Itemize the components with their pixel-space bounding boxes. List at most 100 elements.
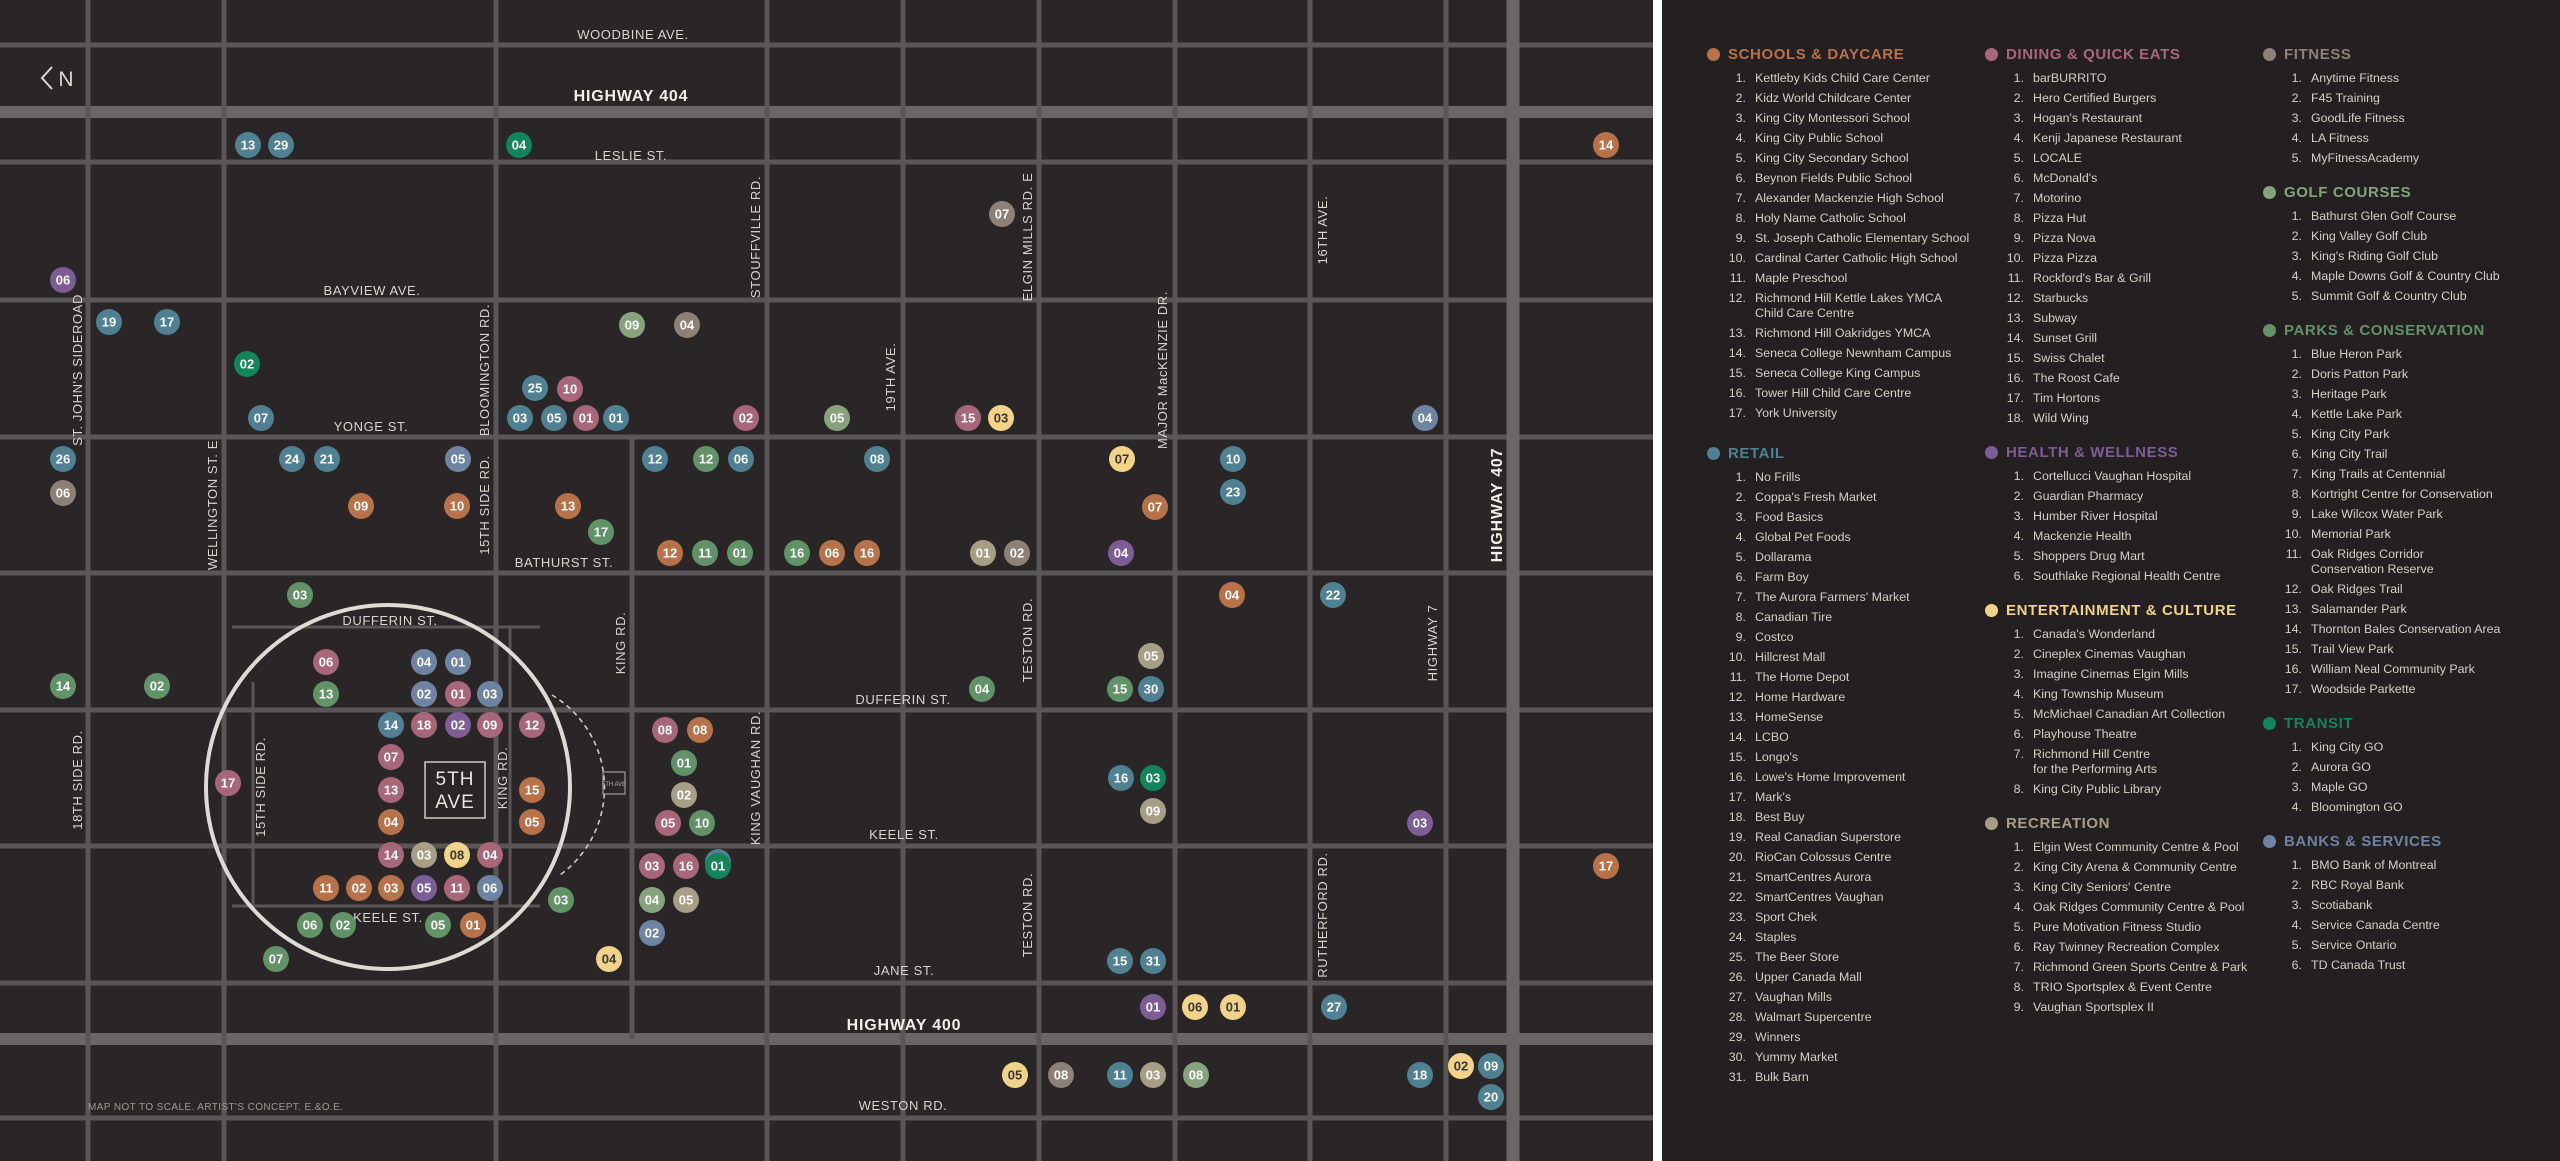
poi-marker-retail[interactable]: 23 <box>1220 479 1246 505</box>
poi-marker-parks[interactable]: 01 <box>671 750 697 776</box>
poi-marker-entertainment[interactable]: 08 <box>444 842 470 868</box>
poi-marker-banks[interactable]: 02 <box>639 920 665 946</box>
poi-marker-health[interactable]: 03 <box>1407 810 1433 836</box>
poi-marker-retail[interactable]: 11 <box>1107 1062 1133 1088</box>
poi-marker-parks[interactable]: 15 <box>1107 676 1133 702</box>
poi-marker-fitness[interactable]: 04 <box>674 312 700 338</box>
poi-marker-fitness[interactable]: 07 <box>989 201 1015 227</box>
poi-marker-banks[interactable]: 05 <box>445 446 471 472</box>
poi-marker-dining[interactable]: 03 <box>639 853 665 879</box>
poi-marker-health[interactable]: 05 <box>411 875 437 901</box>
poi-marker-schools[interactable]: 11 <box>313 875 339 901</box>
poi-marker-schools[interactable]: 04 <box>1219 582 1245 608</box>
poi-marker-dining[interactable]: 06 <box>313 649 339 675</box>
poi-marker-dining[interactable]: 07 <box>378 744 404 770</box>
poi-marker-parks[interactable]: 16 <box>784 540 810 566</box>
poi-marker-retail[interactable]: 21 <box>314 446 340 472</box>
poi-marker-retail[interactable]: 19 <box>96 309 122 335</box>
poi-marker-parks[interactable]: 05 <box>425 912 451 938</box>
poi-marker-banks[interactable]: 04 <box>411 649 437 675</box>
poi-marker-health[interactable]: 02 <box>445 712 471 738</box>
poi-marker-entertainment[interactable]: 06 <box>1182 994 1208 1020</box>
poi-marker-dining[interactable]: 18 <box>411 712 437 738</box>
poi-marker-entertainment[interactable]: 05 <box>1002 1062 1028 1088</box>
poi-marker-recreation[interactable]: 03 <box>1140 1062 1166 1088</box>
poi-marker-banks[interactable]: 03 <box>477 681 503 707</box>
poi-marker-dining[interactable]: 14 <box>378 842 404 868</box>
poi-marker-transit[interactable]: 04 <box>506 132 532 158</box>
poi-marker-dining[interactable]: 10 <box>557 376 583 402</box>
poi-marker-retail[interactable]: 27 <box>1321 994 1347 1020</box>
poi-marker-recreation[interactable]: 05 <box>1138 643 1164 669</box>
poi-marker-retail[interactable]: 08 <box>864 446 890 472</box>
poi-marker-retail[interactable]: 05 <box>541 405 567 431</box>
poi-marker-parks[interactable]: 10 <box>689 810 715 836</box>
poi-marker-entertainment[interactable]: 07 <box>1109 446 1135 472</box>
poi-marker-dining[interactable]: 13 <box>378 777 404 803</box>
poi-marker-entertainment[interactable]: 04 <box>596 946 622 972</box>
poi-marker-dining[interactable]: 17 <box>215 770 241 796</box>
poi-marker-fitness[interactable]: 08 <box>1048 1062 1074 1088</box>
poi-marker-schools[interactable]: 10 <box>444 493 470 519</box>
poi-marker-parks[interactable]: 04 <box>969 676 995 702</box>
poi-marker-schools[interactable]: 06 <box>819 540 845 566</box>
poi-marker-parks[interactable]: 13 <box>313 681 339 707</box>
poi-marker-retail[interactable]: 15 <box>1107 948 1133 974</box>
poi-marker-retail[interactable]: 22 <box>1320 582 1346 608</box>
poi-marker-schools[interactable]: 02 <box>346 875 372 901</box>
poi-marker-retail[interactable]: 13 <box>235 132 261 158</box>
poi-marker-retail[interactable]: 12 <box>642 446 668 472</box>
poi-marker-retail[interactable]: 18 <box>1407 1062 1433 1088</box>
poi-marker-recreation[interactable]: 02 <box>671 782 697 808</box>
poi-marker-health[interactable]: 06 <box>50 267 76 293</box>
poi-marker-dining[interactable]: 01 <box>573 405 599 431</box>
poi-marker-retail[interactable]: 06 <box>728 446 754 472</box>
poi-marker-parks[interactable]: 14 <box>50 673 76 699</box>
area-map[interactable]: 5TH AVE 5TH AVE WOODBINE AVE. HIGHWAY 40… <box>0 0 1655 1161</box>
poi-marker-golf[interactable]: 04 <box>639 887 665 913</box>
poi-marker-parks[interactable]: 12 <box>693 446 719 472</box>
poi-marker-retail[interactable]: 01 <box>603 405 629 431</box>
poi-marker-retail[interactable]: 14 <box>378 712 404 738</box>
poi-marker-dining[interactable]: 01 <box>445 681 471 707</box>
poi-marker-dining[interactable]: 16 <box>673 853 699 879</box>
poi-marker-dining[interactable]: 15 <box>955 405 981 431</box>
poi-marker-retail[interactable]: 20 <box>1478 1084 1504 1110</box>
poi-marker-dining[interactable]: 08 <box>652 717 678 743</box>
poi-marker-schools[interactable]: 01 <box>460 912 486 938</box>
poi-marker-schools[interactable]: 04 <box>378 809 404 835</box>
poi-marker-parks[interactable]: 03 <box>548 887 574 913</box>
poi-marker-dining[interactable]: 12 <box>519 712 545 738</box>
poi-marker-recreation[interactable]: 05 <box>673 887 699 913</box>
poi-marker-schools[interactable]: 12 <box>657 540 683 566</box>
poi-marker-schools[interactable]: 13 <box>555 493 581 519</box>
poi-marker-golf[interactable]: 09 <box>619 312 645 338</box>
poi-marker-schools[interactable]: 17 <box>1593 853 1619 879</box>
poi-marker-dining[interactable]: 02 <box>733 405 759 431</box>
poi-marker-dining[interactable]: 11 <box>444 875 470 901</box>
poi-marker-recreation[interactable]: 01 <box>970 540 996 566</box>
poi-marker-schools[interactable]: 08 <box>687 717 713 743</box>
poi-marker-schools[interactable]: 16 <box>854 540 880 566</box>
poi-marker-parks[interactable]: 03 <box>287 582 313 608</box>
poi-marker-schools[interactable]: 05 <box>519 809 545 835</box>
poi-marker-parks[interactable]: 07 <box>263 946 289 972</box>
map-canvas[interactable]: 5TH AVE 5TH AVE WOODBINE AVE. HIGHWAY 40… <box>0 0 1655 1161</box>
poi-marker-retail[interactable]: 10 <box>1220 446 1246 472</box>
poi-marker-parks[interactable]: 11 <box>692 540 718 566</box>
poi-marker-retail[interactable]: 31 <box>1140 948 1166 974</box>
poi-marker-golf[interactable]: 08 <box>1183 1062 1209 1088</box>
poi-marker-dining[interactable]: 05 <box>655 810 681 836</box>
poi-marker-dining[interactable]: 09 <box>477 712 503 738</box>
poi-marker-parks[interactable]: 01 <box>727 540 753 566</box>
poi-marker-dining[interactable]: 04 <box>477 842 503 868</box>
poi-marker-recreation[interactable]: 03 <box>411 842 437 868</box>
poi-marker-retail[interactable]: 03 <box>507 405 533 431</box>
poi-marker-retail[interactable]: 24 <box>279 446 305 472</box>
poi-marker-banks[interactable]: 02 <box>411 681 437 707</box>
poi-marker-parks[interactable]: 17 <box>588 519 614 545</box>
poi-marker-parks[interactable]: 06 <box>297 912 323 938</box>
poi-marker-golf[interactable]: 05 <box>824 405 850 431</box>
poi-marker-transit[interactable]: 03 <box>1140 765 1166 791</box>
